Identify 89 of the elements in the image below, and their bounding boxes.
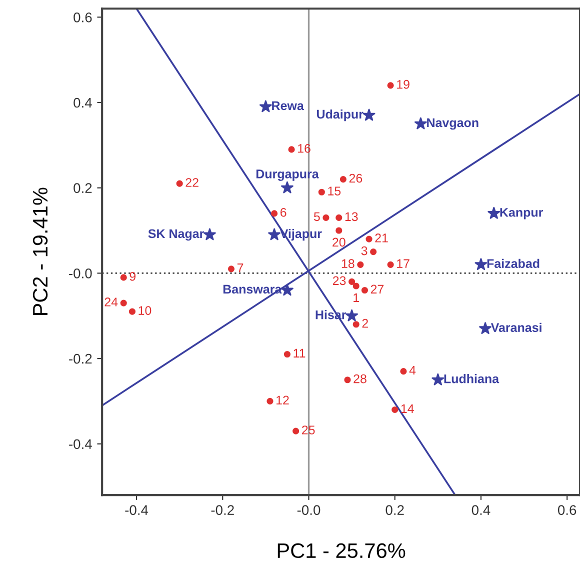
annotation: 19	[397, 80, 410, 89]
point	[268, 228, 281, 240]
annotation: 10	[138, 306, 152, 315]
point	[370, 248, 377, 256]
point	[340, 176, 346, 183]
annotation: Navgaon	[427, 118, 478, 130]
point	[344, 376, 351, 384]
point	[128, 308, 136, 315]
annotation: 21	[375, 234, 388, 242]
annotation: Faizabad	[487, 258, 540, 268]
annotation: 24	[104, 298, 118, 306]
point	[352, 321, 360, 328]
point	[336, 214, 342, 222]
y-tick-label: 0.6	[74, 12, 92, 22]
annotation: 12	[276, 396, 289, 404]
annotation: Udaipur	[317, 109, 364, 122]
point	[479, 322, 492, 334]
x-tick-label: -0.4	[125, 505, 148, 515]
annotation: SK Nagar	[148, 229, 204, 241]
point	[176, 180, 183, 187]
annotation: 17	[397, 259, 410, 268]
annotation: 1	[354, 293, 359, 302]
annotation: 28	[354, 374, 366, 384]
annotation: 13	[345, 212, 358, 222]
point	[414, 117, 427, 130]
annotation: 4	[409, 366, 416, 375]
point	[387, 261, 394, 268]
point	[281, 181, 294, 194]
x-tick-label: 0.4	[472, 505, 490, 515]
annotation: 20	[332, 238, 346, 247]
annotation: 15	[328, 186, 341, 196]
x-tick-label: -0.2	[211, 505, 234, 515]
annotation: 2	[362, 318, 368, 328]
point	[204, 228, 216, 240]
point	[322, 214, 330, 222]
point	[284, 350, 291, 358]
point	[432, 373, 444, 386]
annotation: 9	[130, 272, 136, 281]
annotation: 16	[298, 144, 310, 153]
y-tick-label: -0.0	[69, 268, 92, 278]
annotation: 26	[349, 174, 362, 183]
annotation: 7	[237, 264, 244, 272]
y-tick-label: 0.4	[74, 98, 92, 108]
point	[120, 300, 127, 306]
point	[120, 274, 127, 281]
point	[288, 146, 295, 153]
x-tick-label: 0.2	[386, 505, 404, 515]
annotation: Varanasi	[490, 322, 542, 332]
point	[292, 428, 300, 434]
point	[474, 258, 488, 270]
annotation: Rewa	[272, 101, 304, 110]
annotation: 18	[342, 259, 354, 268]
point	[352, 282, 360, 290]
y-tick-label: -0.4	[69, 439, 92, 450]
annotation: 5	[314, 212, 320, 222]
annotation: Ludhiana	[444, 374, 500, 384]
x-tick-label: 0.6	[558, 505, 576, 515]
point	[266, 398, 274, 404]
point	[336, 227, 342, 234]
y-tick-label: 0.2	[74, 183, 92, 194]
point	[357, 261, 364, 268]
point	[318, 188, 325, 196]
annotation: 27	[370, 284, 384, 294]
point	[362, 108, 376, 121]
annotation: 11	[294, 348, 306, 358]
point	[488, 206, 500, 219]
point	[271, 210, 278, 217]
point	[281, 284, 294, 296]
annotation: 6	[280, 208, 286, 217]
point	[366, 236, 372, 242]
y-axis-title: PC2 - 19.41%	[32, 188, 48, 315]
point	[228, 266, 235, 272]
point	[348, 278, 356, 286]
point	[387, 82, 394, 89]
x-axis-title: PC1 - 25.76%	[278, 543, 406, 558]
annotation: 14	[401, 404, 414, 413]
point	[400, 368, 407, 375]
annotation: 25	[302, 426, 315, 434]
point	[346, 309, 358, 322]
y-tick-label: -0.2	[69, 354, 92, 364]
annotation: Kanpur	[500, 208, 544, 220]
point	[392, 406, 398, 414]
x-tick-label: -0.0	[297, 505, 320, 515]
annotation: 23	[332, 276, 346, 286]
point	[361, 286, 368, 294]
annotation: 22	[186, 178, 198, 187]
annotation: Durgapura	[256, 170, 319, 181]
point	[259, 100, 272, 112]
annotation: 3	[361, 246, 368, 256]
